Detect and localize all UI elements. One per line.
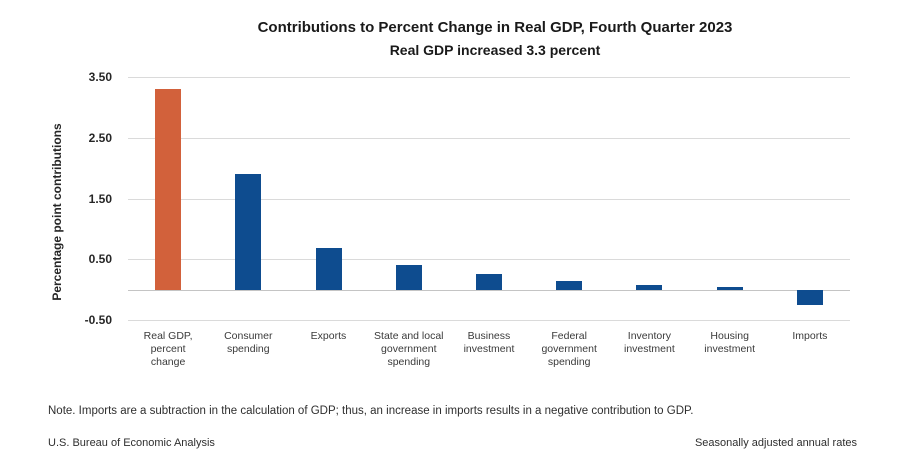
x-axis-label: State and local government spending bbox=[374, 330, 444, 368]
bar-inventory-investment bbox=[636, 285, 663, 290]
x-axis-label: Federal government spending bbox=[541, 330, 597, 368]
y-tick-label: 3.50 bbox=[88, 70, 112, 84]
chart-subtitle: Real GDP increased 3.3 percent bbox=[389, 42, 601, 58]
x-axis-label: Business investment bbox=[463, 330, 515, 355]
gridline bbox=[128, 137, 850, 139]
x-axis-label: Inventory investment bbox=[624, 330, 675, 355]
bar-housing-investment bbox=[716, 287, 743, 290]
x-axis-label: Consumer spending bbox=[224, 330, 273, 355]
y-tick-label: -0.50 bbox=[84, 313, 112, 327]
bar-imports bbox=[796, 289, 823, 305]
chart-note: Note. Imports are a subtraction in the c… bbox=[48, 405, 694, 417]
bar-state-and-local-government-spending bbox=[395, 264, 422, 290]
bar-business-investment bbox=[476, 273, 502, 290]
bar-exports bbox=[315, 248, 342, 290]
y-tick-label: 0.50 bbox=[88, 252, 112, 267]
x-axis-label: Imports bbox=[792, 330, 828, 342]
gridline bbox=[128, 320, 850, 321]
bar-consumer-spending bbox=[235, 173, 262, 290]
source-attribution: U.S. Bureau of Economic Analysis bbox=[48, 437, 215, 449]
y-axis-title: Percentage point contributions bbox=[50, 123, 64, 301]
y-tick-label: 1.50 bbox=[88, 191, 112, 206]
gridline bbox=[128, 198, 850, 200]
x-axis-label: Exports bbox=[310, 330, 347, 342]
rates-note: Seasonally adjusted annual rates bbox=[694, 437, 857, 449]
chart-title: Contributions to Percent Change in Real … bbox=[257, 19, 733, 36]
x-axis-label: Real GDP, percent change bbox=[143, 330, 193, 368]
x-axis-labels: Real GDP, percent change Consumer spendin… bbox=[128, 330, 850, 390]
title-block: Contributions to Percent Change in Real … bbox=[90, 16, 897, 62]
bar-real-gdp-percent-change bbox=[155, 89, 182, 290]
y-tick-label: 2.50 bbox=[88, 130, 112, 145]
bar-federal-government-spending bbox=[556, 280, 583, 290]
gridline bbox=[128, 259, 850, 261]
zero-line bbox=[128, 289, 850, 291]
gridline bbox=[128, 77, 850, 78]
x-axis-label: Housing investment bbox=[704, 330, 756, 355]
plot-area bbox=[128, 77, 850, 321]
